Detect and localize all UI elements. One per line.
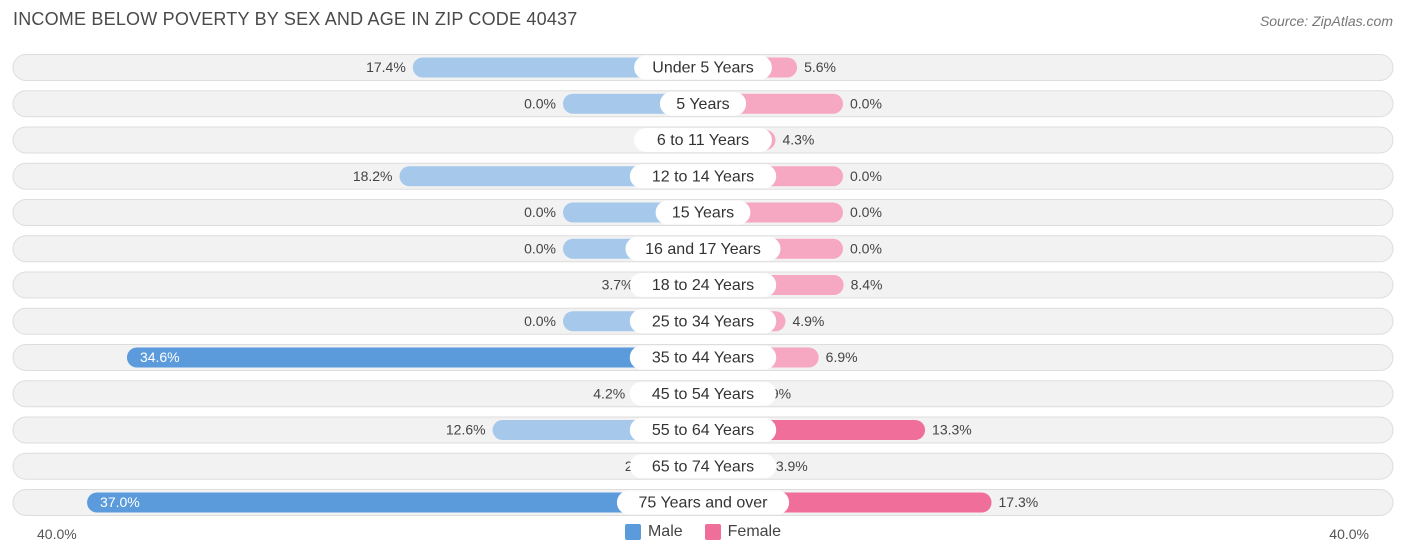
category-label: 12 to 14 Years xyxy=(652,168,754,185)
value-label-female: 8.4% xyxy=(851,277,883,293)
value-label-female: 5.6% xyxy=(804,59,836,75)
category-label: 18 to 24 Years xyxy=(652,277,754,294)
category-pill xyxy=(625,236,781,261)
value-label-male: 0.0% xyxy=(524,204,556,220)
axis-right-label: 40.0% xyxy=(1329,526,1369,542)
legend-label-female: Female xyxy=(727,523,782,540)
legend-swatch-male xyxy=(624,524,641,540)
category-pill xyxy=(634,128,772,152)
value-label-male: 34.6% xyxy=(140,349,180,365)
category-label: Under 5 Years xyxy=(652,60,753,77)
value-label-female: 0.0% xyxy=(850,240,882,256)
category-pill xyxy=(629,273,777,297)
category-pill xyxy=(634,55,772,80)
axis-left-label: 40.0% xyxy=(37,526,77,542)
category-pill xyxy=(659,91,747,116)
category-label: 35 to 44 Years xyxy=(652,350,754,367)
value-label-female: 0.0% xyxy=(850,204,882,220)
value-label-male: 12.6% xyxy=(446,422,486,438)
legend-item-female: Female xyxy=(704,523,782,541)
value-label-male: 0.0% xyxy=(524,240,556,256)
value-label-male: 3.7% xyxy=(602,277,634,293)
category-pill xyxy=(629,454,777,479)
category-pill xyxy=(629,418,777,442)
source-note: Source: ZipAtlas.com xyxy=(1259,13,1393,29)
bar-male xyxy=(399,166,703,187)
category-label: 65 to 74 Years xyxy=(652,458,754,475)
value-label-male: 18.2% xyxy=(353,168,393,184)
category-label: 45 to 54 Years xyxy=(652,386,754,403)
bar-male xyxy=(87,492,703,513)
value-label-male: 17.4% xyxy=(366,59,406,75)
legend-swatch-female xyxy=(704,524,721,540)
value-label-female: 0.0% xyxy=(850,168,882,184)
value-label-female: 0.0% xyxy=(850,95,882,111)
category-label: 6 to 11 Years xyxy=(657,132,749,149)
bar-male xyxy=(412,57,703,78)
value-label-male: 0.0% xyxy=(524,95,556,111)
category-pill xyxy=(655,200,751,225)
bar-male xyxy=(126,347,703,368)
value-label-female: 6.9% xyxy=(826,349,858,365)
category-label: 55 to 64 Years xyxy=(652,422,754,439)
category-pill xyxy=(629,309,777,334)
category-pill xyxy=(629,345,777,370)
legend-label-male: Male xyxy=(647,523,683,540)
category-pill xyxy=(629,164,777,189)
category-pill xyxy=(616,490,790,515)
category-label: 25 to 34 Years xyxy=(652,313,754,330)
category-label: 16 and 17 Years xyxy=(645,241,761,258)
category-label: 15 Years xyxy=(672,205,734,222)
value-label-female: 4.3% xyxy=(782,132,814,148)
value-label-male: 37.0% xyxy=(100,494,140,510)
value-label-male: 0.0% xyxy=(524,313,556,329)
value-label-female: 13.3% xyxy=(932,422,972,438)
chart-title: INCOME BELOW POVERTY BY SEX AND AGE IN Z… xyxy=(13,9,578,29)
category-label: 5 Years xyxy=(676,96,729,113)
value-label-male: 4.2% xyxy=(593,385,625,401)
legend-item-male: Male xyxy=(624,523,683,541)
value-label-female: 17.3% xyxy=(999,494,1039,510)
value-label-female: 4.9% xyxy=(792,313,824,329)
category-pill xyxy=(629,381,777,406)
value-label-female: 3.9% xyxy=(776,458,808,474)
legend: Male Female xyxy=(0,523,1406,541)
category-label: 75 Years and over xyxy=(639,495,769,512)
